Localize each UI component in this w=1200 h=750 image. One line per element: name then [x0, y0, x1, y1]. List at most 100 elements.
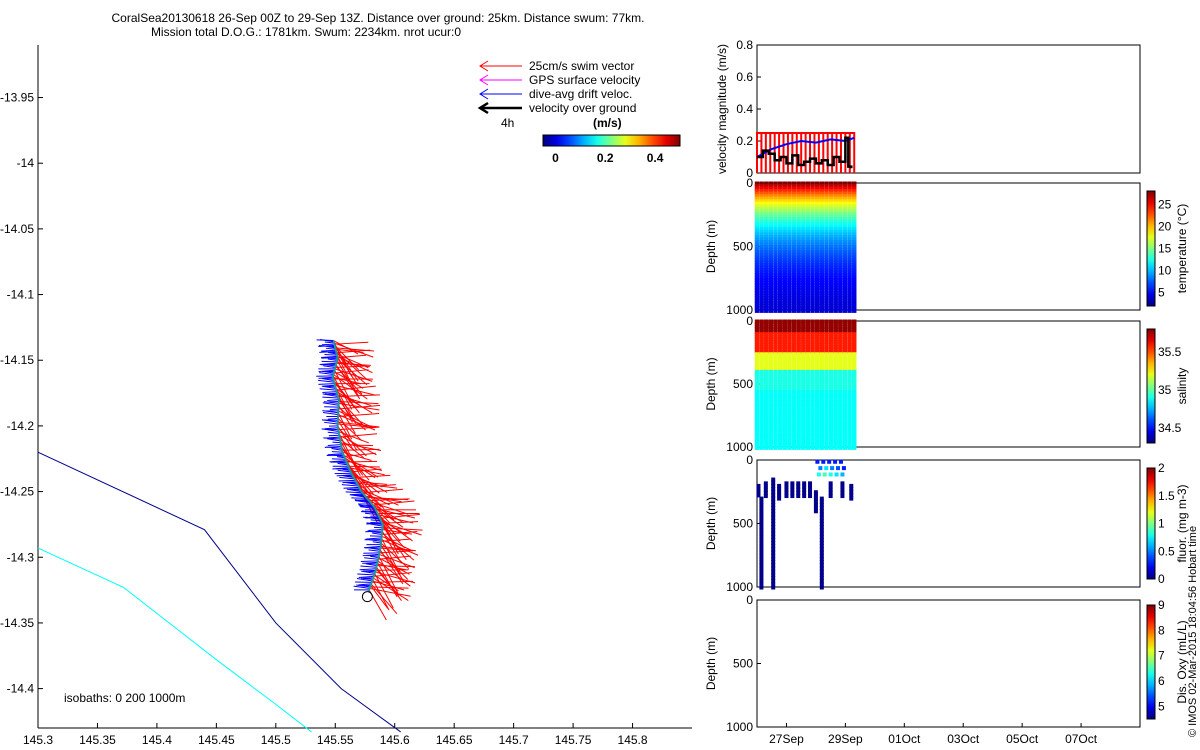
temp-sample [838, 209, 843, 214]
sal-sample [824, 382, 829, 387]
sal-sample [842, 420, 848, 425]
fluor-sample [771, 550, 776, 555]
sal-sample [814, 342, 820, 347]
sal-sample [824, 432, 829, 438]
temp-sample [796, 298, 801, 303]
temp-sample [828, 206, 834, 212]
sal-sample [838, 324, 843, 329]
temp-sample [824, 186, 829, 191]
sal-sample [782, 372, 787, 377]
temp-sample [805, 201, 811, 207]
temp-sample [819, 191, 825, 197]
temp-sample [764, 293, 769, 298]
sal-sample [828, 400, 834, 405]
fluor-surface-sample [840, 472, 845, 477]
sal-sample [791, 407, 797, 413]
temp-sample [764, 308, 769, 313]
temp-sample [819, 181, 825, 186]
fluor-surface-sample [816, 472, 821, 477]
sal-sample [833, 352, 838, 357]
sal-sample [754, 440, 760, 445]
temp-sample [838, 295, 843, 301]
sal-sample [814, 327, 820, 332]
sal-sample [842, 422, 848, 428]
sal-sample [764, 357, 769, 362]
drift-vector [324, 421, 338, 425]
temp-sample [833, 255, 838, 260]
temp-sample [764, 265, 769, 270]
temp-sample [852, 201, 857, 207]
temp-sample [847, 214, 852, 219]
sal-sample [847, 342, 852, 347]
sal-sample [852, 322, 857, 327]
temp-sample [828, 234, 834, 240]
sal-sample [805, 445, 811, 450]
temp-sample [847, 181, 852, 186]
sal-sample [782, 427, 787, 433]
temp-sample [810, 298, 815, 303]
sal-sample [768, 410, 774, 415]
drift-vector [318, 369, 335, 373]
sal-sample [754, 395, 760, 400]
temp-sample [759, 239, 764, 245]
sal-sample [759, 382, 764, 387]
sal-sample [759, 337, 764, 342]
temp-sample [842, 295, 848, 301]
sal-depth-tick-label: 500 [733, 377, 753, 391]
temp-sample [777, 275, 783, 280]
fluor-sample [763, 481, 768, 486]
sal-sample [777, 359, 783, 365]
temp-colorbar-tick-label: 10 [1158, 264, 1172, 278]
temp-sample [768, 275, 774, 280]
fluor-sample [759, 506, 764, 511]
temp-sample [777, 239, 783, 245]
sal-sample [833, 359, 838, 365]
temp-sample [782, 260, 787, 265]
sal-sample [852, 349, 857, 355]
swim-vector [341, 444, 374, 447]
sal-sample [764, 405, 769, 410]
temp-sample [824, 295, 829, 301]
sal-sample [782, 405, 787, 410]
sal-sample [754, 422, 760, 428]
sal-sample [754, 420, 760, 425]
sal-sample [824, 374, 829, 380]
temp-sample [768, 285, 774, 291]
fluor-sample [790, 484, 795, 489]
temp-sample [777, 308, 783, 313]
temp-sample [833, 262, 838, 268]
sal-sample [847, 344, 852, 350]
temp-sample [791, 272, 797, 278]
temp-sample [796, 260, 801, 265]
sal-sample [810, 339, 815, 345]
temp-sample [833, 222, 838, 227]
fluor-surface-sample [833, 459, 838, 464]
sal-sample [791, 405, 797, 410]
temp-sample [801, 219, 806, 224]
temp-sample [782, 237, 787, 242]
swim-vector [379, 550, 409, 554]
sal-sample [842, 357, 848, 362]
temp-sample [819, 214, 825, 219]
temp-sample [814, 295, 820, 301]
temp-sample [787, 181, 792, 186]
drift-vector [319, 372, 334, 375]
temp-sample [847, 209, 852, 214]
sal-sample [782, 359, 787, 365]
fluor-sample [819, 522, 824, 526]
sal-sample [759, 442, 764, 448]
temp-sample [777, 224, 783, 230]
temp-sample [759, 242, 764, 247]
temp-sample [810, 227, 815, 232]
sal-sample [852, 342, 857, 347]
sal-sample [828, 412, 834, 418]
sal-sample [782, 430, 787, 435]
sal-sample [814, 412, 820, 418]
swim-vector [380, 545, 416, 552]
sal-sample [838, 327, 843, 332]
sal-sample [787, 397, 792, 403]
temp-sample [759, 204, 764, 209]
drift-vector [354, 499, 370, 503]
temp-sample [842, 298, 848, 303]
temp-sample [801, 265, 806, 270]
